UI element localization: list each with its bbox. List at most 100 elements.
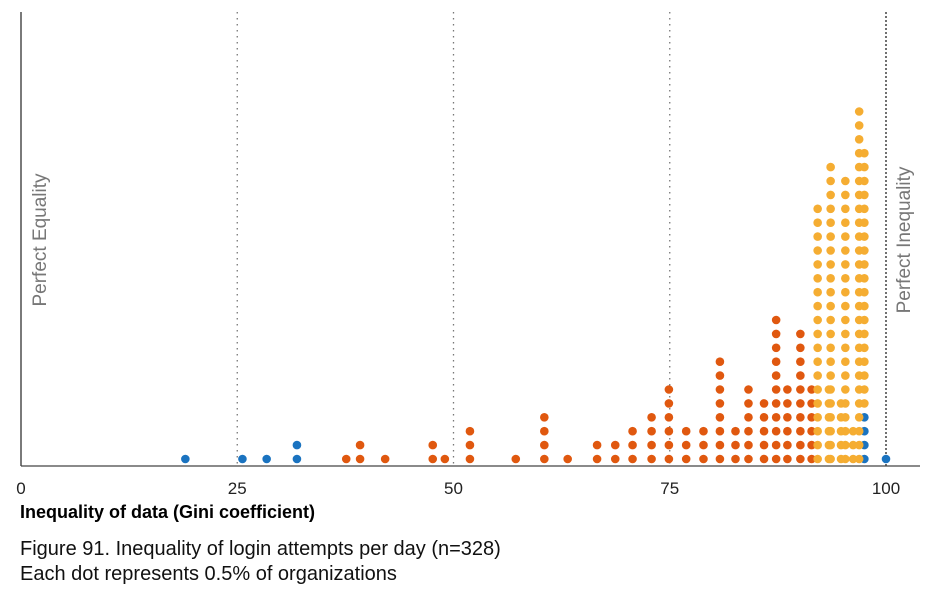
dot-yellow: [813, 218, 822, 227]
dot-yellow: [826, 413, 835, 422]
dot-yellow: [841, 426, 850, 436]
dot-yellow: [860, 343, 869, 353]
dot-yellow: [854, 399, 864, 408]
caption-note: Each dot represents 0.5% of organization…: [20, 563, 397, 585]
dot-orange: [664, 413, 674, 422]
axis-labels: 0 25 50 75 100 Perfect Equality Perfect Inequa…: [16, 166, 915, 498]
dot-yellow: [813, 357, 822, 367]
dot-orange: [715, 426, 725, 436]
dot-yellow: [826, 426, 835, 436]
dot-yellow: [813, 274, 822, 283]
dot-orange: [783, 426, 792, 436]
dot-orange: [647, 454, 656, 464]
dot-orange: [796, 357, 805, 367]
dot-yellow: [841, 371, 850, 380]
dot-yellow: [826, 385, 835, 394]
dot-orange: [783, 454, 792, 464]
dot-orange: [759, 399, 769, 408]
dot-orange: [355, 440, 365, 450]
dot-yellow: [860, 218, 869, 227]
dot-orange: [563, 454, 572, 464]
dot-marks: [181, 107, 891, 464]
dot-orange: [681, 454, 691, 464]
dot-yellow: [841, 315, 850, 325]
dot-yellow: [860, 162, 869, 172]
dot-yellow: [860, 301, 869, 311]
dot-yellow: [841, 218, 850, 227]
dot-orange: [796, 399, 805, 408]
dot-orange: [540, 413, 549, 422]
dot-yellow: [848, 454, 858, 464]
dot-yellow: [860, 287, 869, 297]
dot-orange: [540, 454, 549, 464]
dot-orange: [796, 454, 805, 464]
dot-yellow: [813, 385, 822, 394]
dot-orange: [440, 454, 450, 464]
x-axis-title: Inequality of data (Gini coefficient): [20, 502, 316, 522]
dot-orange: [465, 440, 475, 450]
dot-yellow: [854, 440, 864, 450]
dot-orange: [664, 426, 674, 436]
dot-orange: [715, 371, 725, 380]
dot-yellow: [841, 190, 850, 200]
dot-orange: [783, 385, 792, 394]
dot-yellow: [841, 287, 850, 297]
dot-orange: [540, 426, 549, 436]
dot-yellow: [826, 343, 835, 353]
dot-yellow: [813, 343, 822, 353]
perfect-inequality-label: Perfect Inequality: [894, 166, 915, 313]
dot-yellow: [860, 232, 869, 241]
caption-title: Figure 91. Inequality of login attempts …: [20, 538, 501, 560]
dot-yellow: [860, 371, 869, 380]
dot-yellow: [813, 399, 822, 408]
dot-orange: [796, 440, 805, 450]
dot-yellow: [841, 176, 850, 186]
dot-orange: [647, 440, 656, 450]
dot-orange: [744, 399, 753, 408]
dot-yellow: [860, 329, 869, 339]
dot-blue: [881, 454, 891, 464]
dot-yellow: [860, 246, 869, 255]
dot-orange: [771, 385, 781, 394]
dot-orange: [664, 440, 674, 450]
dot-orange: [807, 440, 816, 450]
dot-orange: [771, 413, 781, 422]
dot-orange: [771, 440, 781, 450]
dot-yellow: [848, 426, 858, 436]
dot-yellow: [826, 315, 835, 325]
dot-orange: [759, 440, 769, 450]
dot-orange: [759, 454, 769, 464]
figure-caption: Figure 91. Inequality of login attempts …: [20, 537, 501, 587]
dot-yellow: [826, 357, 835, 367]
dot-yellow: [826, 399, 835, 408]
dot-yellow: [813, 301, 822, 311]
dot-orange: [807, 454, 816, 464]
dot-yellow: [860, 176, 869, 186]
dot-yellow: [826, 329, 835, 339]
dot-yellow: [841, 343, 850, 353]
dot-yellow: [854, 107, 864, 116]
dot-orange: [796, 413, 805, 422]
dot-orange: [731, 454, 740, 464]
dot-orange: [592, 454, 602, 464]
dot-orange: [540, 440, 549, 450]
dot-yellow: [854, 413, 864, 422]
dot-yellow: [826, 176, 835, 186]
dot-yellow: [860, 260, 869, 269]
dot-yellow: [813, 426, 822, 436]
dot-orange: [796, 343, 805, 353]
dot-orange: [715, 357, 725, 367]
dot-orange: [796, 371, 805, 380]
dot-yellow: [826, 287, 835, 297]
dot-yellow: [826, 246, 835, 255]
dot-orange: [759, 413, 769, 422]
dot-orange: [465, 426, 475, 436]
dot-blue: [181, 454, 190, 464]
dot-yellow: [860, 357, 869, 367]
dot-yellow: [854, 135, 864, 144]
dot-yellow: [841, 357, 850, 367]
dot-orange: [715, 399, 725, 408]
x-tick-label-0: 0: [16, 479, 25, 498]
reference-lines: [236, 12, 887, 466]
dot-yellow: [826, 218, 835, 227]
